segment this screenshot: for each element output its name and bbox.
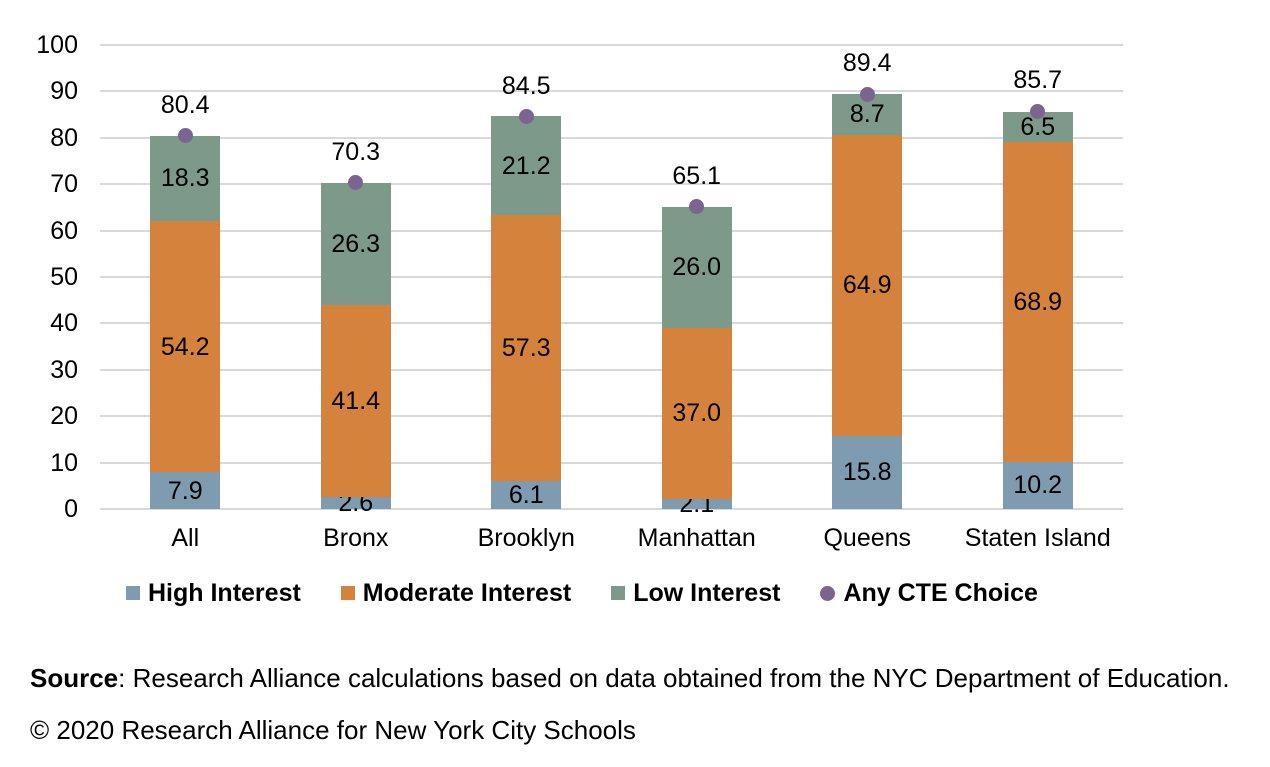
any-cte-choice-dot	[177, 128, 193, 144]
y-axis-tick-label: 0	[64, 495, 78, 523]
gridline	[100, 508, 1123, 510]
legend-item: Low Interest	[611, 579, 780, 608]
legend: High Interest Moderate Interest Low Intere…	[126, 579, 1038, 607]
bar-segment	[1002, 141, 1073, 462]
bar-segment	[150, 135, 221, 221]
bar-segment-value: 6.1	[508, 480, 544, 509]
legend-label: Low Interest	[633, 578, 781, 607]
bar-segment-value: 15.8	[842, 458, 892, 487]
bar-segment	[491, 480, 562, 509]
bar-total-value: 80.4	[160, 90, 210, 119]
bar-segment-value: 21.2	[501, 151, 551, 180]
bar-segment-value: 8.7	[849, 100, 885, 129]
x-axis-category-label: Staten Island	[964, 524, 1111, 552]
bar-segment-value: 26.0	[672, 253, 722, 282]
source-note: Source: Research Alliance calculations b…	[30, 663, 1230, 694]
bar-segment	[661, 206, 732, 328]
y-axis-tick-label: 40	[50, 309, 78, 338]
bar-total-value: 89.4	[842, 49, 892, 78]
bar-segment	[1002, 461, 1073, 509]
legend-square-marker-icon	[340, 586, 355, 600]
gridline	[100, 368, 1123, 371]
bar-segment	[661, 499, 732, 509]
x-axis-category-label: Manhattan	[637, 524, 756, 552]
any-cte-choice-dot	[859, 86, 875, 102]
copyright: © 2020 Research Alliance for New York Ci…	[30, 715, 636, 745]
bar-segment	[320, 182, 391, 305]
bar-segment	[150, 472, 221, 509]
y-axis-tick-label: 100	[36, 31, 78, 59]
y-axis-tick-label: 10	[50, 448, 78, 477]
bar-total-value: 85.7	[1013, 66, 1063, 95]
legend-item: High Interest	[126, 579, 301, 608]
y-axis-tick-label: 30	[50, 355, 78, 384]
gridline	[100, 90, 1123, 93]
bar-total-value: 65.1	[672, 161, 722, 190]
y-axis-tick-label: 20	[50, 402, 78, 431]
any-cte-choice-dot	[689, 199, 705, 215]
x-axis-category-label: Queens	[823, 524, 912, 552]
bar-segment-value: 57.3	[501, 333, 551, 362]
x-axis-category-label: Bronx	[323, 524, 389, 552]
y-axis-tick-label: 80	[50, 123, 78, 152]
x-axis-category-label: Brooklyn	[477, 524, 575, 552]
legend-square-marker-icon	[126, 586, 140, 600]
y-axis-tick-label: 50	[50, 263, 78, 291]
gridline	[100, 44, 1123, 46]
legend-label: High Interest	[148, 578, 301, 607]
legend-label: Moderate Interest	[362, 578, 572, 607]
legend-square-marker-icon	[611, 586, 626, 600]
any-cte-choice-dot	[518, 109, 534, 125]
bar-segment	[491, 116, 562, 215]
bar-segment-value: 41.4	[331, 386, 381, 415]
gridline	[100, 183, 1123, 186]
source-text: : Research Alliance calculations based o…	[118, 663, 1230, 693]
legend-circle-marker-icon	[820, 585, 836, 601]
bar-segment	[832, 435, 903, 509]
legend-item: Any CTE Choice	[820, 578, 1038, 608]
bar-segment	[320, 304, 391, 497]
legend-item: Moderate Interest	[340, 578, 572, 608]
source-label: Source	[30, 663, 119, 693]
gridline	[100, 415, 1123, 418]
y-axis-tick-label: 70	[50, 170, 78, 199]
any-cte-choice-dot	[348, 175, 364, 191]
x-axis-category-label: All	[171, 524, 200, 552]
bar-total-value: 84.5	[501, 71, 551, 100]
bar-segment	[661, 327, 732, 500]
gridline	[100, 229, 1123, 232]
plot-area: 0 10 20 30 40 50 60 70 80 90 100 7.9 54.2 18.3 80.4 All…	[36, 31, 1123, 552]
bar-segment-value: 18.3	[160, 164, 210, 193]
bar-segment-value: 37.0	[672, 399, 722, 428]
bar-segment	[832, 134, 903, 436]
gridline	[100, 322, 1123, 325]
gridline	[100, 136, 1123, 139]
y-axis-tick-label: 90	[50, 77, 78, 106]
bar-segment-value: 64.9	[842, 271, 892, 300]
bar-segment-value: 54.2	[160, 332, 210, 361]
any-cte-choice-dot	[1030, 103, 1046, 119]
y-axis-tick-label: 60	[50, 216, 78, 245]
bar-total-value: 70.3	[331, 137, 381, 166]
gridline	[100, 461, 1123, 464]
bar-segment-value: 10.2	[1013, 471, 1063, 500]
bar-segment-value: 68.9	[1013, 287, 1063, 316]
legend-label: Any CTE Choice	[843, 578, 1038, 607]
bar-segment	[491, 214, 562, 481]
bar-segment-value: 7.9	[167, 476, 203, 505]
bar-segment	[150, 220, 221, 473]
gridline	[100, 276, 1123, 278]
bar-segment-value: 26.3	[331, 229, 381, 258]
bar-segment	[320, 496, 391, 509]
